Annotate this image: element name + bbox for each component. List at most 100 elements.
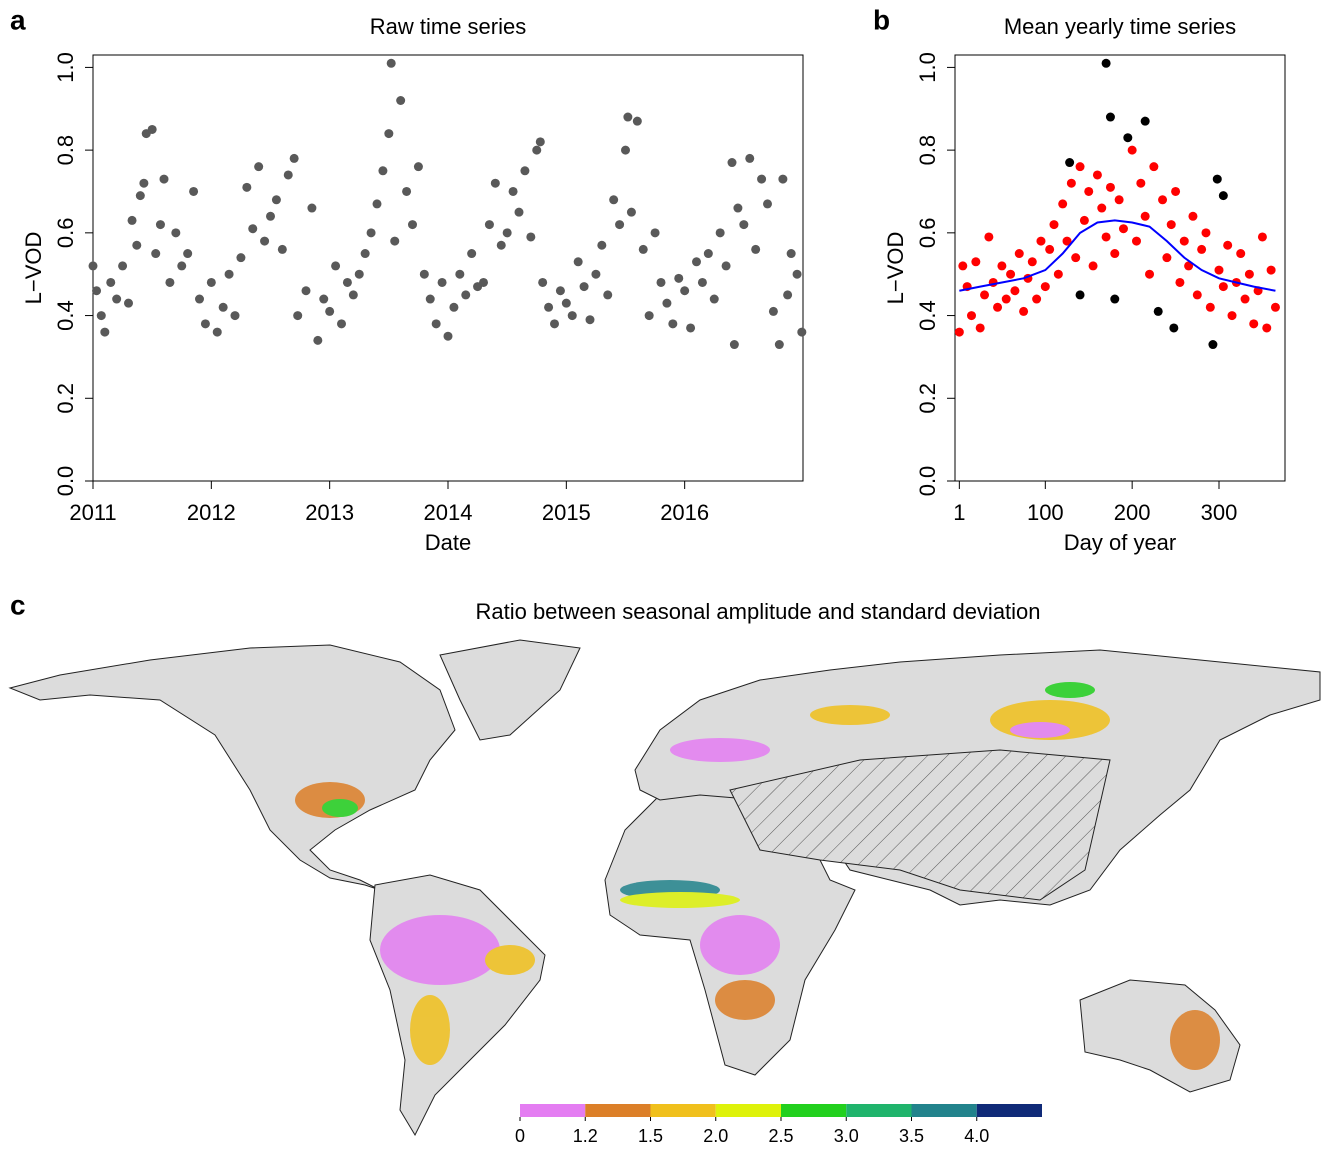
data-point xyxy=(526,232,536,242)
data-point xyxy=(1014,249,1024,259)
data-point xyxy=(1075,162,1085,172)
data-point xyxy=(413,162,423,172)
map-patch xyxy=(1010,722,1070,738)
data-point xyxy=(212,327,222,337)
y-tick-label: 0.4 xyxy=(915,300,940,331)
colorbar-segment xyxy=(715,1104,781,1117)
data-point xyxy=(484,220,494,230)
chart-title: Raw time series xyxy=(370,14,526,39)
map-patch xyxy=(1045,682,1095,698)
data-point xyxy=(1153,306,1163,316)
data-point xyxy=(1053,269,1063,279)
data-point xyxy=(1192,290,1202,300)
data-point xyxy=(1166,220,1176,230)
data-point xyxy=(1045,244,1055,254)
data-point xyxy=(733,203,743,213)
data-point xyxy=(561,298,571,308)
data-point xyxy=(1218,191,1228,201)
data-point xyxy=(1010,286,1020,296)
data-point xyxy=(692,257,701,267)
data-point xyxy=(797,327,807,337)
map-patch xyxy=(715,980,775,1020)
data-point xyxy=(520,166,530,176)
south-america xyxy=(369,874,546,1137)
data-point xyxy=(680,286,690,296)
x-tick-label: 2013 xyxy=(305,500,354,525)
data-point xyxy=(638,244,648,254)
data-point xyxy=(1066,178,1076,188)
data-point xyxy=(555,286,565,296)
colorbar-segment xyxy=(585,1104,651,1117)
data-point xyxy=(615,220,625,230)
data-point xyxy=(686,323,696,333)
y-tick-label: 0.2 xyxy=(53,383,78,414)
data-point xyxy=(254,162,264,172)
data-point xyxy=(402,186,412,196)
panel-label: c xyxy=(10,589,26,620)
chart-title: Ratio between seasonal amplitude and sta… xyxy=(475,599,1040,624)
data-point xyxy=(1058,199,1068,209)
data-point xyxy=(206,277,216,287)
data-point xyxy=(1065,158,1075,168)
data-point xyxy=(1266,265,1276,275)
data-point xyxy=(768,306,778,316)
data-point xyxy=(668,319,678,329)
data-point xyxy=(597,240,607,250)
x-tick-label: 2015 xyxy=(542,500,591,525)
data-point xyxy=(378,166,388,176)
data-point xyxy=(984,232,994,242)
data-point xyxy=(739,220,749,230)
data-point xyxy=(92,286,102,296)
y-tick-label: 0.6 xyxy=(915,218,940,249)
north-america xyxy=(8,644,456,891)
data-point xyxy=(337,319,346,329)
x-tick-label: 2016 xyxy=(660,500,709,525)
data-point xyxy=(763,199,772,209)
data-point xyxy=(1123,133,1133,143)
data-point xyxy=(490,178,500,188)
data-point xyxy=(656,277,666,287)
y-axis-label: L−VOD xyxy=(883,232,908,305)
data-point xyxy=(155,220,165,230)
colorbar-segment xyxy=(846,1104,912,1117)
data-point xyxy=(1145,269,1155,279)
x-tick-label: 2011 xyxy=(69,500,116,525)
data-point xyxy=(1169,323,1179,333)
data-point xyxy=(127,215,137,225)
data-point xyxy=(623,112,633,122)
data-point xyxy=(218,302,228,312)
data-point xyxy=(544,302,554,312)
data-point xyxy=(425,294,435,304)
data-point xyxy=(135,191,145,201)
data-point xyxy=(1270,302,1280,312)
data-point xyxy=(1212,174,1222,184)
colorbar-label: 2.5 xyxy=(768,1126,793,1146)
x-tick-label: 300 xyxy=(1201,500,1238,525)
data-point xyxy=(1084,186,1094,196)
data-point xyxy=(449,302,459,312)
data-point xyxy=(171,228,181,238)
y-tick-label: 1.0 xyxy=(915,52,940,83)
data-point xyxy=(1262,323,1272,333)
data-point xyxy=(189,186,199,196)
data-point xyxy=(751,244,761,254)
data-point xyxy=(118,261,128,271)
y-tick-label: 0.6 xyxy=(53,218,78,249)
data-point xyxy=(1201,228,1211,238)
data-point xyxy=(538,277,548,287)
data-point xyxy=(980,290,990,300)
y-tick-label: 0.2 xyxy=(915,383,940,414)
data-point xyxy=(342,277,352,287)
map-patch xyxy=(410,995,450,1065)
data-point xyxy=(1001,294,1011,304)
y-axis-label: L−VOD xyxy=(21,232,46,305)
data-point xyxy=(745,153,755,163)
colorbar-label: 1.2 xyxy=(573,1126,598,1146)
data-point xyxy=(139,178,149,188)
y-tick-label: 0.0 xyxy=(915,466,940,497)
data-point xyxy=(147,124,157,134)
data-point xyxy=(1162,253,1172,263)
data-point xyxy=(177,261,187,271)
data-point xyxy=(727,158,737,168)
data-point xyxy=(573,257,583,267)
